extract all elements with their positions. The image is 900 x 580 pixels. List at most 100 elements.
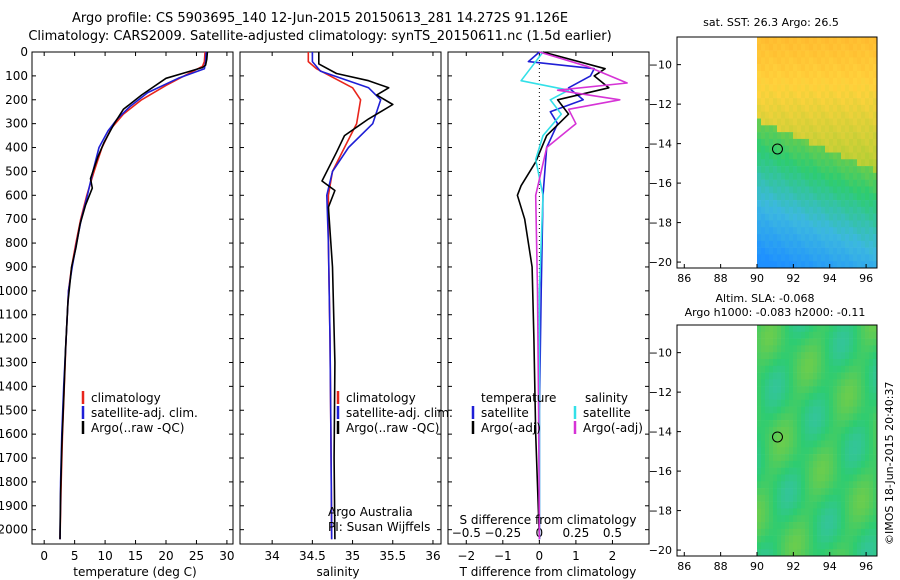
map-cell bbox=[861, 413, 866, 421]
map-cell bbox=[773, 542, 778, 550]
map-cell bbox=[825, 325, 830, 333]
map-cell bbox=[769, 508, 774, 516]
map-cell bbox=[773, 358, 778, 367]
map-cell bbox=[825, 240, 830, 248]
map-x-tick-label: 94 bbox=[823, 272, 837, 285]
map-cell bbox=[809, 460, 814, 468]
map-cell bbox=[789, 57, 794, 65]
map-cell bbox=[809, 365, 814, 373]
map-cell bbox=[757, 91, 762, 99]
map-cell bbox=[841, 494, 846, 502]
map-cell bbox=[757, 331, 762, 339]
map-cell bbox=[817, 220, 822, 228]
map-cell bbox=[813, 125, 818, 133]
map-cell bbox=[861, 111, 866, 119]
map-cell bbox=[845, 193, 850, 201]
map-cell bbox=[869, 193, 874, 201]
map-cell bbox=[825, 447, 830, 455]
map-cell bbox=[837, 206, 842, 214]
map-cell bbox=[777, 152, 782, 160]
map-cell bbox=[849, 43, 854, 51]
map-cell bbox=[805, 98, 810, 106]
map-cell bbox=[773, 70, 778, 79]
map-cell bbox=[797, 413, 802, 421]
map-cell bbox=[805, 159, 810, 167]
map-cell bbox=[821, 460, 826, 468]
map-cell bbox=[821, 200, 826, 208]
map-cell bbox=[773, 501, 778, 509]
map-cell bbox=[757, 206, 762, 214]
map-cell bbox=[837, 111, 842, 119]
map-cell bbox=[849, 70, 854, 79]
map-cell bbox=[873, 152, 878, 160]
map-cell bbox=[765, 240, 770, 248]
map-cell bbox=[757, 50, 762, 58]
map-cell bbox=[853, 413, 858, 421]
map-cell bbox=[869, 125, 874, 133]
map-cell bbox=[761, 460, 766, 468]
map-cell bbox=[793, 365, 798, 373]
map-cell bbox=[805, 413, 810, 421]
map-cell bbox=[773, 227, 778, 235]
map-cell bbox=[817, 234, 822, 242]
map-cell bbox=[845, 386, 850, 394]
map-cell bbox=[853, 193, 858, 201]
map-cell bbox=[781, 494, 786, 502]
map-cell bbox=[793, 138, 798, 146]
map-cell bbox=[793, 37, 798, 45]
map-cell bbox=[853, 379, 858, 387]
map-cell bbox=[841, 84, 846, 92]
map-cell bbox=[865, 125, 870, 133]
map-cell bbox=[793, 98, 798, 106]
map-cell bbox=[825, 77, 830, 85]
map-cell bbox=[781, 447, 786, 455]
map-cell bbox=[765, 159, 770, 167]
map-cell bbox=[777, 91, 782, 99]
map-cell bbox=[801, 43, 806, 51]
map-cell bbox=[833, 413, 838, 421]
map-cell bbox=[849, 111, 854, 119]
map-cell bbox=[825, 43, 830, 51]
map-cell bbox=[797, 467, 802, 475]
map-cell bbox=[853, 77, 858, 85]
map-cell bbox=[865, 193, 870, 201]
map-cell bbox=[829, 43, 834, 51]
map-cell bbox=[809, 138, 814, 146]
map-cell bbox=[861, 528, 866, 536]
map-cell bbox=[765, 213, 770, 221]
map-cell bbox=[861, 172, 866, 180]
map-cell bbox=[841, 501, 846, 509]
map-cell bbox=[793, 166, 798, 174]
map-cell bbox=[837, 399, 842, 407]
map-cell bbox=[761, 206, 766, 214]
map-cell bbox=[849, 132, 854, 140]
map-cell bbox=[865, 413, 870, 421]
map-cell bbox=[869, 345, 874, 353]
map-cell bbox=[825, 549, 830, 557]
map-cell bbox=[793, 57, 798, 65]
map-cell bbox=[797, 166, 802, 174]
map-cell bbox=[833, 331, 838, 339]
map-cell bbox=[845, 454, 850, 462]
map-cell bbox=[841, 358, 846, 367]
map-cell bbox=[861, 515, 866, 523]
map-cell bbox=[757, 549, 762, 557]
map-cell bbox=[817, 261, 822, 269]
depth-tick-label: 1000 bbox=[0, 284, 28, 298]
map-cell bbox=[761, 213, 766, 221]
map-cell bbox=[825, 433, 830, 441]
map-cell bbox=[869, 37, 874, 45]
map-cell bbox=[797, 37, 802, 45]
map-cell bbox=[849, 213, 854, 221]
map-cell bbox=[845, 166, 850, 174]
map-cell bbox=[853, 132, 858, 140]
map-cell bbox=[829, 501, 834, 509]
map-cell bbox=[829, 433, 834, 441]
map-cell bbox=[781, 138, 786, 146]
map-cell bbox=[781, 152, 786, 160]
map-cell bbox=[765, 454, 770, 462]
map-cell bbox=[849, 481, 854, 489]
map-cell bbox=[873, 64, 878, 72]
map-cell bbox=[773, 528, 778, 536]
